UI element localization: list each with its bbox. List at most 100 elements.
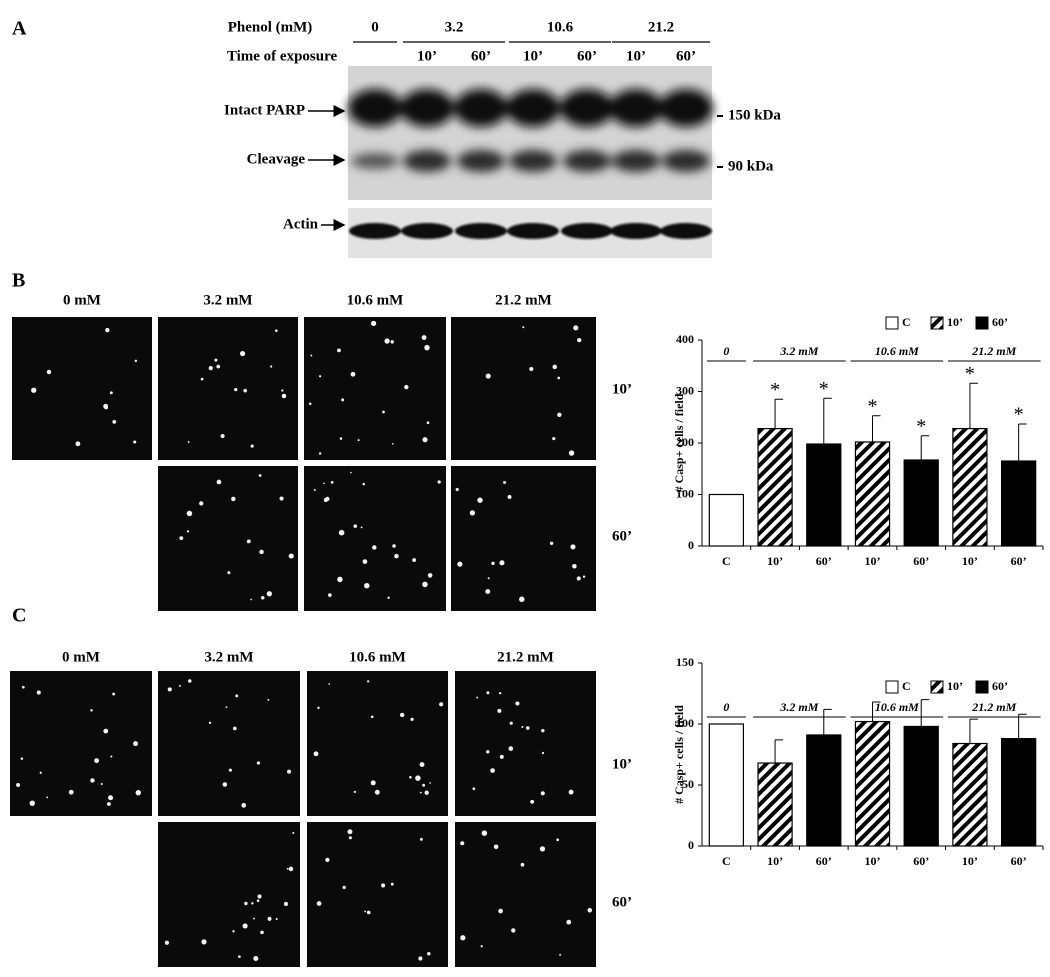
- y-tick-label: 150: [676, 655, 694, 669]
- cell-spot: [521, 726, 524, 728]
- cell-spot: [250, 598, 253, 601]
- cell-spot: [409, 775, 412, 779]
- significance-mark: *: [965, 363, 975, 385]
- cell-spot: [576, 576, 581, 581]
- group-label: 3.2 mM: [779, 344, 818, 358]
- cell-spot: [16, 782, 21, 787]
- actin-bands: [349, 223, 712, 239]
- x-tick-label: 10’: [865, 554, 881, 568]
- cell-spot: [541, 751, 545, 755]
- cell-spot: [133, 440, 137, 444]
- parp-band: [400, 89, 454, 127]
- cell-spot: [419, 791, 422, 794]
- cell-spot: [455, 487, 459, 492]
- cell-spot: [419, 837, 423, 841]
- cell-spot: [22, 685, 25, 689]
- cell-spot: [427, 573, 433, 578]
- cell-spot: [382, 410, 385, 414]
- cell-spot: [75, 441, 81, 447]
- micrograph: [307, 822, 448, 967]
- cell-spot: [529, 366, 534, 372]
- cell-spot: [112, 420, 117, 424]
- cell-spot: [499, 560, 505, 566]
- cell-spot: [497, 708, 502, 713]
- cell-spot: [587, 907, 593, 913]
- y-axis-title: # Casp+ cells / field: [672, 705, 686, 804]
- x-tick-label: 10’: [962, 554, 978, 568]
- cell-spot: [257, 894, 262, 899]
- band-label: Intact PARP: [224, 102, 305, 118]
- error-bar: [872, 415, 881, 442]
- cell-spot: [216, 479, 222, 485]
- y-tick-label: 0: [688, 538, 694, 552]
- cell-spot: [509, 721, 513, 725]
- y-tick-label: 50: [682, 777, 694, 791]
- cell-spot: [216, 364, 221, 369]
- column-header: 21.2 mM: [495, 292, 552, 308]
- phenol-label: Phenol (mM): [228, 19, 313, 35]
- x-tick-label: C: [722, 854, 731, 868]
- cell-spot: [418, 956, 423, 961]
- significance-mark: *: [770, 379, 780, 401]
- time-value: 60’: [676, 48, 696, 64]
- micrograph: [158, 466, 298, 611]
- cell-spot: [20, 757, 24, 760]
- bar: [1000, 738, 1037, 847]
- cell-spot: [364, 910, 367, 913]
- x-tick-label: 60’: [816, 554, 832, 568]
- time-value: 60’: [577, 48, 597, 64]
- cell-spot: [582, 575, 586, 578]
- cell-spot: [258, 474, 262, 477]
- group-label: 0: [723, 700, 729, 714]
- cell-spot: [439, 702, 444, 707]
- cell-spot: [539, 846, 546, 852]
- cell-spot: [404, 384, 409, 390]
- cell-spot: [568, 789, 574, 795]
- x-tick-label: 10’: [767, 854, 783, 868]
- x-tick-label: 10’: [767, 554, 783, 568]
- cell-spot: [568, 450, 575, 456]
- cell-spot: [256, 899, 260, 902]
- size-marker: 150 kDa: [728, 107, 781, 123]
- cell-spot: [186, 530, 190, 533]
- cell-spot: [281, 393, 287, 399]
- cell-spot: [323, 497, 328, 502]
- x-tick-label: 60’: [913, 554, 929, 568]
- cell-spot: [225, 706, 228, 709]
- cell-spot: [46, 369, 52, 375]
- cell-spot: [178, 684, 181, 687]
- cell-spot: [503, 481, 507, 485]
- concentration-label: 21.2: [648, 19, 674, 35]
- cell-spot: [288, 553, 294, 559]
- cell-spot: [387, 596, 390, 599]
- cell-spot: [241, 803, 247, 808]
- column-header: 3.2 mM: [204, 649, 253, 665]
- cell-spot: [270, 365, 273, 368]
- cell-spot: [419, 762, 425, 768]
- cell-spot: [485, 589, 491, 594]
- cell-spot: [520, 862, 525, 867]
- actin-band: [561, 223, 613, 239]
- error-bar: [1018, 713, 1027, 739]
- cell-spot: [480, 945, 483, 948]
- cell-spot: [31, 387, 37, 393]
- cell-spot: [267, 698, 270, 701]
- concentration-label: 10.6: [547, 19, 574, 35]
- legend-label: 10’: [947, 315, 963, 329]
- cell-spot: [412, 558, 417, 562]
- error-bar: [969, 382, 978, 429]
- cell-spot: [498, 908, 503, 914]
- panel-label: A: [12, 18, 27, 40]
- cell-spot: [288, 866, 294, 872]
- cell-spot: [370, 320, 377, 327]
- cell-spot: [350, 371, 356, 377]
- cell-spot: [457, 561, 463, 567]
- column-header: 10.6 mM: [347, 292, 404, 308]
- cell-spot: [317, 706, 320, 710]
- cell-spot: [29, 800, 35, 806]
- cell-spot: [267, 916, 272, 921]
- cell-spot: [243, 388, 248, 393]
- significance-mark: *: [916, 415, 926, 437]
- cell-spot: [391, 442, 394, 445]
